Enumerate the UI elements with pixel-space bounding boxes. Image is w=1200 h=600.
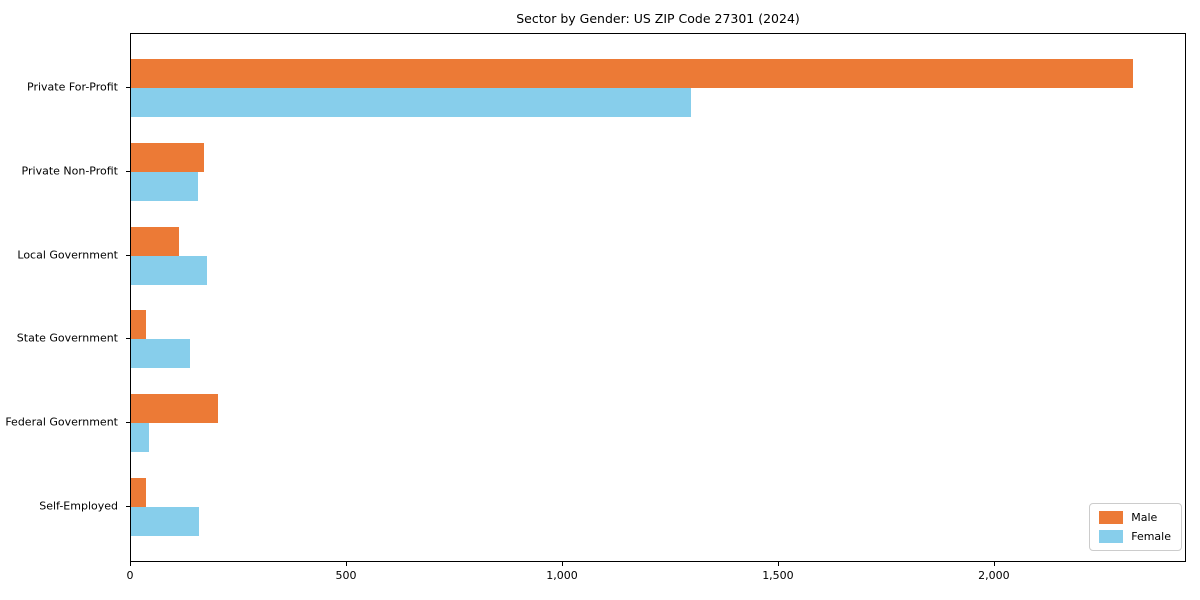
x-tick-mark xyxy=(993,562,995,566)
y-tick-mark xyxy=(126,505,130,507)
legend-item-female: Female xyxy=(1099,530,1171,543)
bar-male-state-government xyxy=(131,310,146,340)
x-tick-label-1-500: 1,500 xyxy=(762,569,794,582)
legend-swatch-female xyxy=(1099,530,1124,543)
x-tick-label-500: 500 xyxy=(335,569,357,582)
x-tick-mark xyxy=(561,562,563,566)
x-axis: 0 500 1,000 1,500 2,000 xyxy=(126,562,1186,598)
x-tick-label-2-000: 2,000 xyxy=(978,569,1010,582)
plot-area: Male Female xyxy=(130,33,1186,562)
bar-female-self-employed xyxy=(131,506,200,536)
y-axis-label-local-government: Local Government xyxy=(17,248,118,262)
x-tick-label-1-000: 1,000 xyxy=(546,569,578,582)
y-axis-label-private-for-profit: Private For-Profit xyxy=(27,80,118,94)
y-axis-label-state-government: State Government xyxy=(16,331,118,345)
y-axis-label-federal-government: Federal Government xyxy=(5,415,118,429)
y-axis-label-private-non-profit: Private Non-Profit xyxy=(21,164,118,178)
chart-title: Sector by Gender: US ZIP Code 27301 (202… xyxy=(516,11,800,26)
y-tick-mark xyxy=(126,87,130,89)
bar-male-federal-government xyxy=(131,393,219,423)
y-tick-mark xyxy=(126,338,130,340)
bar-female-local-government xyxy=(131,255,208,285)
y-axis-label-self-employed: Self-Employed xyxy=(39,499,118,513)
y-tick-mark xyxy=(126,421,130,423)
legend-item-male: Male xyxy=(1099,511,1171,524)
bar-male-private-for-profit xyxy=(131,59,1134,89)
bar-male-private-non-profit xyxy=(131,143,204,173)
bar-male-self-employed xyxy=(131,477,147,507)
bar-female-state-government xyxy=(131,339,190,369)
y-axis: Private For-Profit Private Non-Profit Loca… xyxy=(0,33,130,562)
x-tick-mark xyxy=(345,562,347,566)
x-tick-mark xyxy=(777,562,779,566)
y-tick-mark xyxy=(126,254,130,256)
bar-female-private-non-profit xyxy=(131,172,198,202)
legend: Male Female xyxy=(1089,503,1182,551)
bar-female-private-for-profit xyxy=(131,88,691,118)
bar-male-local-government xyxy=(131,226,180,256)
legend-label-male: Male xyxy=(1131,511,1158,524)
bar-female-federal-government xyxy=(131,422,149,452)
legend-label-female: Female xyxy=(1131,530,1171,543)
legend-swatch-male xyxy=(1099,511,1124,524)
y-tick-mark xyxy=(126,171,130,173)
x-tick-label-0: 0 xyxy=(126,569,134,582)
x-tick-mark xyxy=(130,562,131,566)
